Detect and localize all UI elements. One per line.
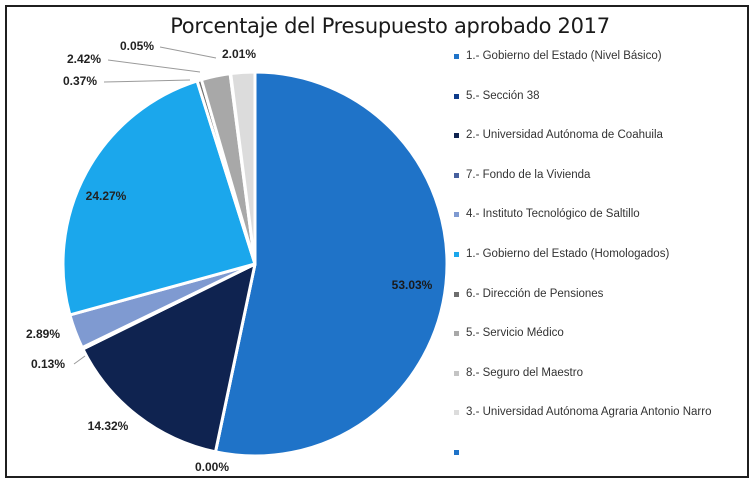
pie-slice-1 (213, 70, 449, 458)
legend-swatch-7 (454, 291, 459, 297)
legend-swatch-8 (454, 331, 459, 337)
chart-title: Porcentaje del Presupuesto aprobado 2017 (170, 14, 610, 38)
legend-label-7: 6.- Dirección de Pensiones (466, 287, 604, 300)
legend-item-2: 5.- Sección 38 (452, 89, 742, 129)
data-label-7: 0.37% (63, 74, 97, 88)
legend-label-8: 5.- Servicio Médico (466, 327, 564, 340)
legend-item-8: 5.- Servicio Médico (452, 326, 742, 366)
legend-item-1: 1.- Gobierno del Estado (Nivel Básico) (452, 49, 742, 89)
legend-item-10: 3.- Universidad Autónoma Agraria Antonio… (452, 405, 742, 445)
legend-swatch-2 (454, 93, 459, 99)
data-label-8: 2.42% (67, 52, 101, 66)
legend-item-7: 6.- Dirección de Pensiones (452, 287, 742, 327)
data-label-3: 14.32% (88, 419, 129, 433)
legend-swatch-5 (454, 212, 459, 218)
legend-swatch-3 (454, 133, 459, 139)
pie-slice-3 (81, 262, 257, 454)
legend-label-5: 4.- Instituto Tecnológico de Saltillo (466, 208, 640, 221)
leader-line-9 (159, 46, 217, 59)
legend-item-extra: - (452, 445, 742, 460)
data-label-5: 2.89% (26, 327, 60, 341)
legend-item-5: 4.- Instituto Tecnológico de Saltillo (452, 207, 742, 247)
legend-item-3: 2.- Universidad Autónoma de Coahuila (452, 128, 742, 168)
legend-swatch-extra (454, 449, 459, 455)
data-label-9: 0.05% (120, 39, 154, 53)
leader-line-7 (103, 79, 191, 83)
legend-label-extra: - (466, 445, 470, 458)
legend-swatch-4 (454, 172, 459, 178)
legend-label-4: 7.- Fondo de la Vivienda (466, 168, 591, 181)
legend-label-3: 2.- Universidad Autónoma de Coahuila (466, 129, 663, 142)
data-label-6: 24.27% (86, 189, 127, 203)
legend-swatch-9 (454, 370, 459, 376)
data-label-2: 0.00% (195, 460, 229, 474)
legend-label-2: 5.- Sección 38 (466, 89, 540, 102)
data-label-10: 2.01% (222, 47, 256, 61)
data-label-4: 0.13% (31, 357, 65, 371)
leader-line-4 (73, 355, 86, 365)
legend-label-9: 8.- Seguro del Maestro (466, 366, 583, 379)
leader-line-8 (107, 59, 201, 73)
legend-swatch-6 (454, 251, 459, 257)
legend-label-1: 1.- Gobierno del Estado (Nivel Básico) (466, 50, 662, 62)
legend-item-9: 8.- Seguro del Maestro (452, 366, 742, 406)
pie-slice-10 (229, 70, 257, 266)
data-label-1: 53.03% (392, 278, 433, 292)
legend-item-4: 7.- Fondo de la Vivienda (452, 168, 742, 208)
legend-item-6: 1.- Gobierno del Estado (Homologados) (452, 247, 742, 287)
legend-swatch-10 (454, 410, 459, 416)
chart-legend: 1.- Gobierno del Estado (Nivel Básico) 5.… (452, 49, 742, 460)
legend-label-6: 1.- Gobierno del Estado (Homologados) (466, 247, 670, 260)
pie-slice-6 (61, 79, 257, 317)
legend-swatch-1 (454, 54, 459, 59)
legend-label-10: 3.- Universidad Autónoma Agraria Antonio… (466, 406, 712, 419)
